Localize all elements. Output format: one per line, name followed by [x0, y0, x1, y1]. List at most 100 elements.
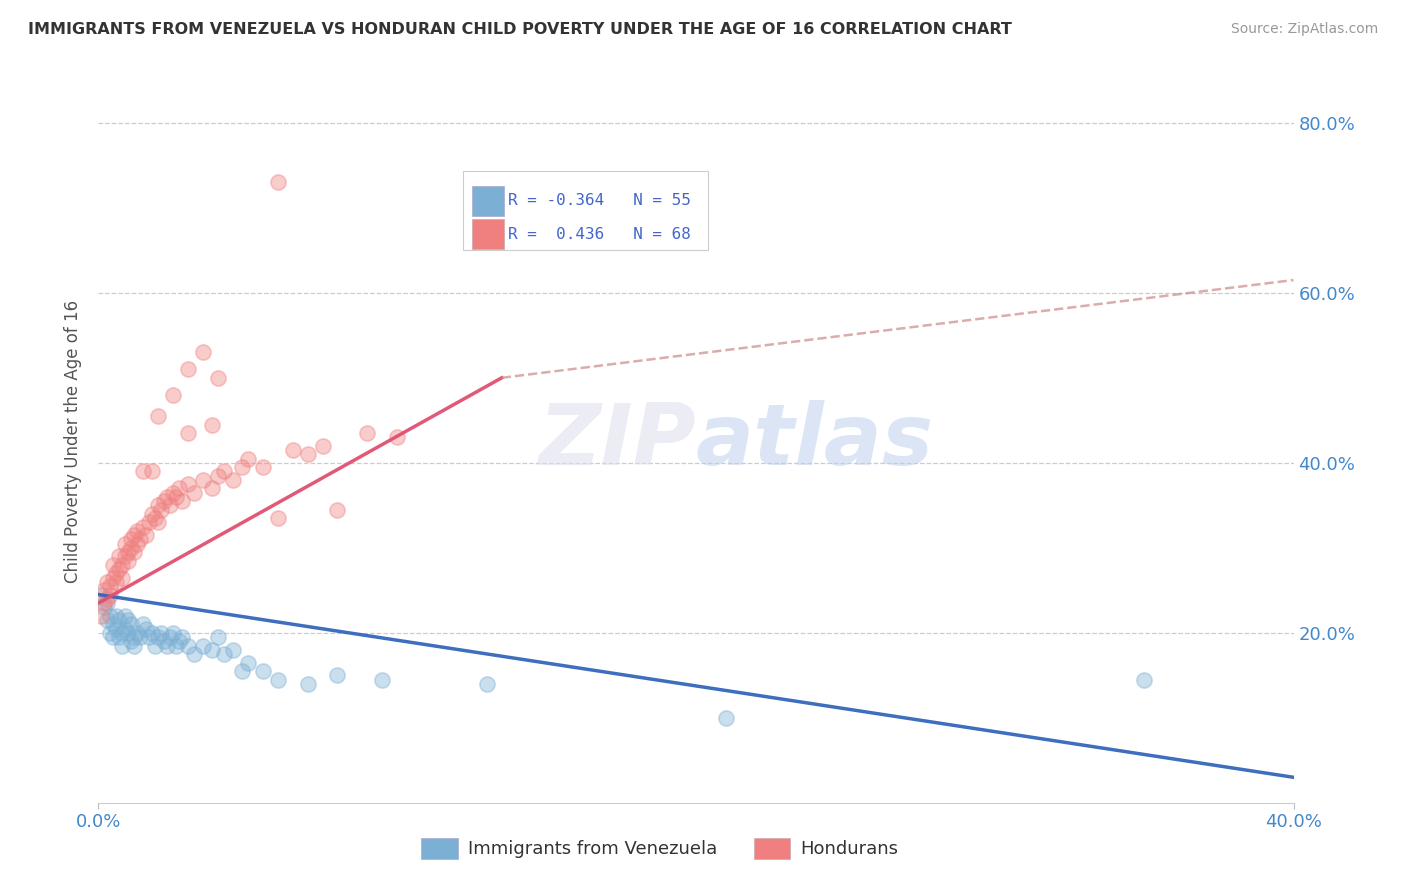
- Point: [114, 536, 136, 550]
- Point: [114, 608, 136, 623]
- Point: [162, 625, 184, 640]
- Point: [165, 639, 187, 653]
- Point: [98, 608, 122, 623]
- Point: [105, 608, 128, 623]
- Point: [120, 541, 142, 555]
- Point: [103, 630, 125, 644]
- FancyBboxPatch shape: [472, 219, 503, 250]
- Point: [108, 630, 131, 644]
- Point: [222, 642, 245, 657]
- Point: [111, 639, 134, 653]
- Point: [201, 481, 224, 495]
- Point: [105, 622, 128, 636]
- Point: [117, 553, 139, 567]
- Point: [172, 630, 194, 644]
- Point: [127, 524, 149, 538]
- Point: [153, 634, 176, 648]
- Point: [117, 613, 139, 627]
- Point: [212, 647, 235, 661]
- Point: [177, 639, 200, 653]
- Point: [207, 630, 229, 644]
- Point: [138, 630, 160, 644]
- Point: [201, 417, 224, 432]
- Point: [191, 473, 214, 487]
- Point: [207, 371, 229, 385]
- Point: [714, 711, 737, 725]
- Point: [96, 591, 118, 606]
- Point: [177, 362, 200, 376]
- Point: [105, 566, 128, 581]
- Point: [297, 447, 319, 461]
- Point: [117, 545, 139, 559]
- Point: [129, 630, 152, 644]
- Point: [103, 558, 125, 572]
- Point: [207, 468, 229, 483]
- FancyBboxPatch shape: [472, 186, 503, 216]
- Point: [96, 596, 118, 610]
- Point: [191, 345, 214, 359]
- Point: [222, 473, 245, 487]
- Point: [132, 519, 155, 533]
- Point: [135, 622, 157, 636]
- Point: [124, 630, 146, 644]
- Point: [148, 409, 170, 423]
- Point: [236, 451, 259, 466]
- Point: [475, 677, 498, 691]
- Point: [114, 622, 136, 636]
- Point: [231, 664, 253, 678]
- FancyBboxPatch shape: [463, 170, 709, 250]
- Text: IMMIGRANTS FROM VENEZUELA VS HONDURAN CHILD POVERTY UNDER THE AGE OF 16 CORRELAT: IMMIGRANTS FROM VENEZUELA VS HONDURAN CH…: [28, 22, 1012, 37]
- Point: [108, 549, 131, 564]
- Point: [93, 596, 115, 610]
- Point: [96, 574, 118, 589]
- Point: [177, 477, 200, 491]
- Point: [167, 481, 190, 495]
- Point: [371, 673, 394, 687]
- Point: [90, 608, 112, 623]
- Text: R =  0.436   N = 68: R = 0.436 N = 68: [509, 227, 692, 242]
- Point: [141, 507, 163, 521]
- Point: [111, 570, 134, 584]
- Point: [236, 656, 259, 670]
- Point: [124, 545, 146, 559]
- Text: ZIP: ZIP: [538, 400, 696, 483]
- Point: [120, 617, 142, 632]
- Point: [385, 430, 409, 444]
- Point: [98, 579, 122, 593]
- Point: [326, 668, 349, 682]
- Point: [90, 588, 112, 602]
- Point: [127, 625, 149, 640]
- Point: [114, 549, 136, 564]
- Point: [281, 443, 304, 458]
- Point: [127, 536, 149, 550]
- Point: [153, 494, 176, 508]
- Point: [132, 617, 155, 632]
- Text: atlas: atlas: [696, 400, 934, 483]
- Point: [124, 639, 146, 653]
- Point: [165, 490, 187, 504]
- Text: R = -0.364   N = 55: R = -0.364 N = 55: [509, 194, 692, 209]
- Point: [93, 583, 115, 598]
- Point: [252, 460, 274, 475]
- Point: [143, 511, 166, 525]
- Point: [162, 485, 184, 500]
- Point: [96, 613, 118, 627]
- Point: [156, 639, 179, 653]
- Point: [212, 464, 235, 478]
- Point: [120, 533, 142, 547]
- Point: [156, 490, 179, 504]
- Point: [108, 562, 131, 576]
- Point: [162, 388, 184, 402]
- Point: [117, 625, 139, 640]
- Point: [1133, 673, 1156, 687]
- Point: [148, 630, 170, 644]
- Point: [124, 528, 146, 542]
- Point: [356, 425, 378, 440]
- Point: [108, 613, 131, 627]
- Point: [297, 677, 319, 691]
- Point: [135, 528, 157, 542]
- Legend: Immigrants from Venezuela, Hondurans: Immigrants from Venezuela, Hondurans: [415, 830, 905, 866]
- Point: [172, 494, 194, 508]
- Point: [98, 625, 122, 640]
- Point: [143, 639, 166, 653]
